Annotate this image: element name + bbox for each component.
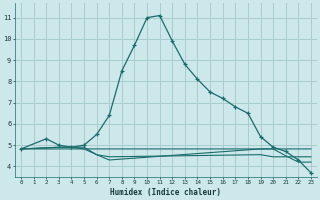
X-axis label: Humidex (Indice chaleur): Humidex (Indice chaleur) — [110, 188, 221, 197]
